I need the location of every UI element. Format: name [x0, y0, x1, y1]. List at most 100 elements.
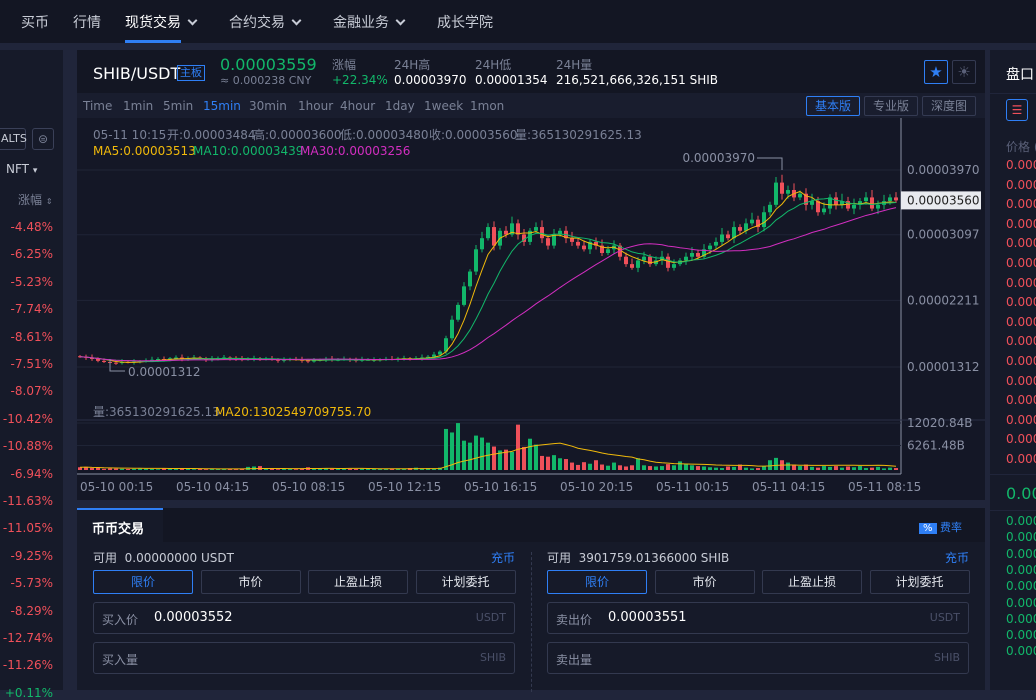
change-item[interactable]: -10.88% — [2, 439, 53, 454]
candle[interactable] — [312, 360, 316, 362]
candle[interactable] — [306, 360, 310, 362]
ask-row[interactable]: 0.000 — [1006, 256, 1036, 270]
candle[interactable] — [96, 358, 100, 361]
candle[interactable] — [708, 245, 712, 250]
nav-markets[interactable]: 行情 — [73, 12, 101, 32]
change-item[interactable]: -5.23% — [10, 274, 53, 289]
candle[interactable] — [576, 241, 580, 246]
view-button-2[interactable]: 深度图 — [922, 96, 976, 116]
bid-row[interactable]: 0.000 — [1006, 579, 1036, 594]
change-item[interactable]: -11.63% — [2, 494, 53, 508]
candle[interactable] — [894, 197, 898, 201]
sell-price-input[interactable]: 卖出价 0.00003551 USDT — [547, 602, 969, 634]
candle[interactable] — [450, 319, 454, 339]
candle[interactable] — [468, 271, 472, 287]
change-item[interactable]: -4.48% — [10, 220, 53, 234]
candle[interactable] — [570, 238, 574, 242]
candle[interactable] — [528, 230, 532, 242]
candle[interactable] — [546, 238, 550, 246]
candle[interactable] — [582, 245, 586, 250]
candle[interactable] — [588, 241, 592, 250]
change-item[interactable]: -6.94% — [10, 466, 53, 481]
order-type-2[interactable]: 止盈止损 — [762, 570, 862, 594]
candle[interactable] — [672, 264, 676, 268]
sort-change-header[interactable]: 涨幅 ⇕ — [18, 191, 53, 208]
buy-price-input[interactable]: 买入价 0.00003552 USDT — [93, 602, 515, 634]
interval-1hour[interactable]: 1hour — [298, 99, 334, 113]
candle[interactable] — [162, 358, 166, 360]
bid-row[interactable]: 0.000 — [1006, 595, 1036, 610]
change-item[interactable]: +0.11% — [4, 685, 53, 700]
candle[interactable] — [804, 193, 808, 205]
change-item[interactable]: -11.05% — [2, 521, 53, 536]
candle[interactable] — [534, 227, 538, 231]
candle[interactable] — [750, 219, 754, 224]
bid-row[interactable]: 0.000 — [1006, 546, 1036, 561]
ask-row[interactable]: 0.000 — [1006, 314, 1036, 329]
candlestick-chart[interactable]: 05-11 10:15 开:0.00003484高:0.00003600低:0.0… — [77, 118, 985, 500]
candle[interactable] — [702, 249, 706, 257]
order-type-1[interactable]: 市价 — [200, 570, 301, 594]
deposit-link[interactable]: 充币 — [945, 551, 970, 565]
interval-time[interactable]: Time — [83, 99, 113, 113]
candle[interactable] — [114, 362, 118, 364]
fee-rate-link[interactable]: % 费率 — [919, 519, 962, 535]
change-item[interactable]: -7.51% — [10, 357, 53, 371]
ask-row[interactable]: 0.000 — [1006, 236, 1036, 251]
candle[interactable] — [714, 241, 718, 246]
nft-dropdown[interactable]: NFT ▾ — [6, 162, 37, 176]
candle[interactable] — [648, 256, 652, 265]
candle[interactable] — [732, 227, 736, 239]
change-item[interactable]: -11.26% — [2, 658, 53, 673]
change-item[interactable]: -8.07% — [10, 384, 53, 399]
candle[interactable] — [504, 230, 508, 235]
bid-row[interactable]: 0.000 — [1006, 514, 1036, 528]
nav-academy[interactable]: 成长学院 — [437, 12, 493, 32]
ask-row[interactable]: 0.000 — [1006, 275, 1036, 290]
candle[interactable] — [444, 338, 448, 352]
candle[interactable] — [486, 227, 490, 239]
candle[interactable] — [600, 245, 604, 254]
pair-name[interactable]: SHIB/USDT — [93, 64, 181, 83]
candle[interactable] — [810, 201, 814, 205]
ask-row[interactable]: 0.000 — [1006, 432, 1036, 447]
candle[interactable] — [666, 256, 670, 268]
candle[interactable] — [816, 201, 820, 213]
bid-row[interactable]: 0.000 — [1006, 562, 1036, 577]
candle[interactable] — [630, 264, 634, 268]
nav-spot[interactable]: 现货交易 — [125, 12, 198, 32]
candle[interactable] — [282, 359, 286, 361]
candle[interactable] — [786, 190, 790, 194]
candle[interactable] — [636, 260, 640, 268]
interval-1min[interactable]: 1min — [123, 99, 154, 113]
interval-1day[interactable]: 1day — [385, 99, 415, 113]
candle[interactable] — [78, 356, 82, 358]
candle[interactable] — [768, 204, 772, 213]
bid-row[interactable]: 0.000 — [1006, 628, 1036, 643]
tab-spot-trade[interactable]: 币币交易 — [77, 508, 163, 542]
order-type-1[interactable]: 市价 — [654, 570, 755, 594]
order-type-0[interactable]: 限价 — [93, 570, 193, 594]
bid-row[interactable]: 0.000 — [1006, 611, 1036, 626]
candle[interactable] — [156, 358, 160, 360]
ask-row[interactable]: 0.000 — [1006, 334, 1036, 349]
candle[interactable] — [594, 241, 598, 246]
change-item[interactable]: -9.25% — [10, 548, 53, 563]
candle[interactable] — [690, 253, 694, 257]
candle[interactable] — [456, 304, 460, 320]
candle[interactable] — [846, 201, 850, 209]
candle[interactable] — [780, 182, 784, 194]
candle[interactable] — [798, 193, 802, 198]
candle[interactable] — [822, 208, 826, 213]
ask-row[interactable]: 0.000 — [1006, 177, 1036, 192]
interval-30min[interactable]: 30min — [249, 99, 287, 113]
candle[interactable] — [834, 197, 838, 205]
ask-row[interactable]: 0.000 — [1006, 373, 1036, 388]
candle[interactable] — [888, 197, 892, 202]
nav-finance[interactable]: 金融业务 — [333, 12, 406, 32]
candle[interactable] — [738, 227, 742, 231]
ask-row[interactable]: 0.000 — [1006, 295, 1036, 310]
candle[interactable] — [510, 223, 514, 235]
candle[interactable] — [426, 356, 430, 358]
order-type-0[interactable]: 限价 — [547, 570, 647, 594]
